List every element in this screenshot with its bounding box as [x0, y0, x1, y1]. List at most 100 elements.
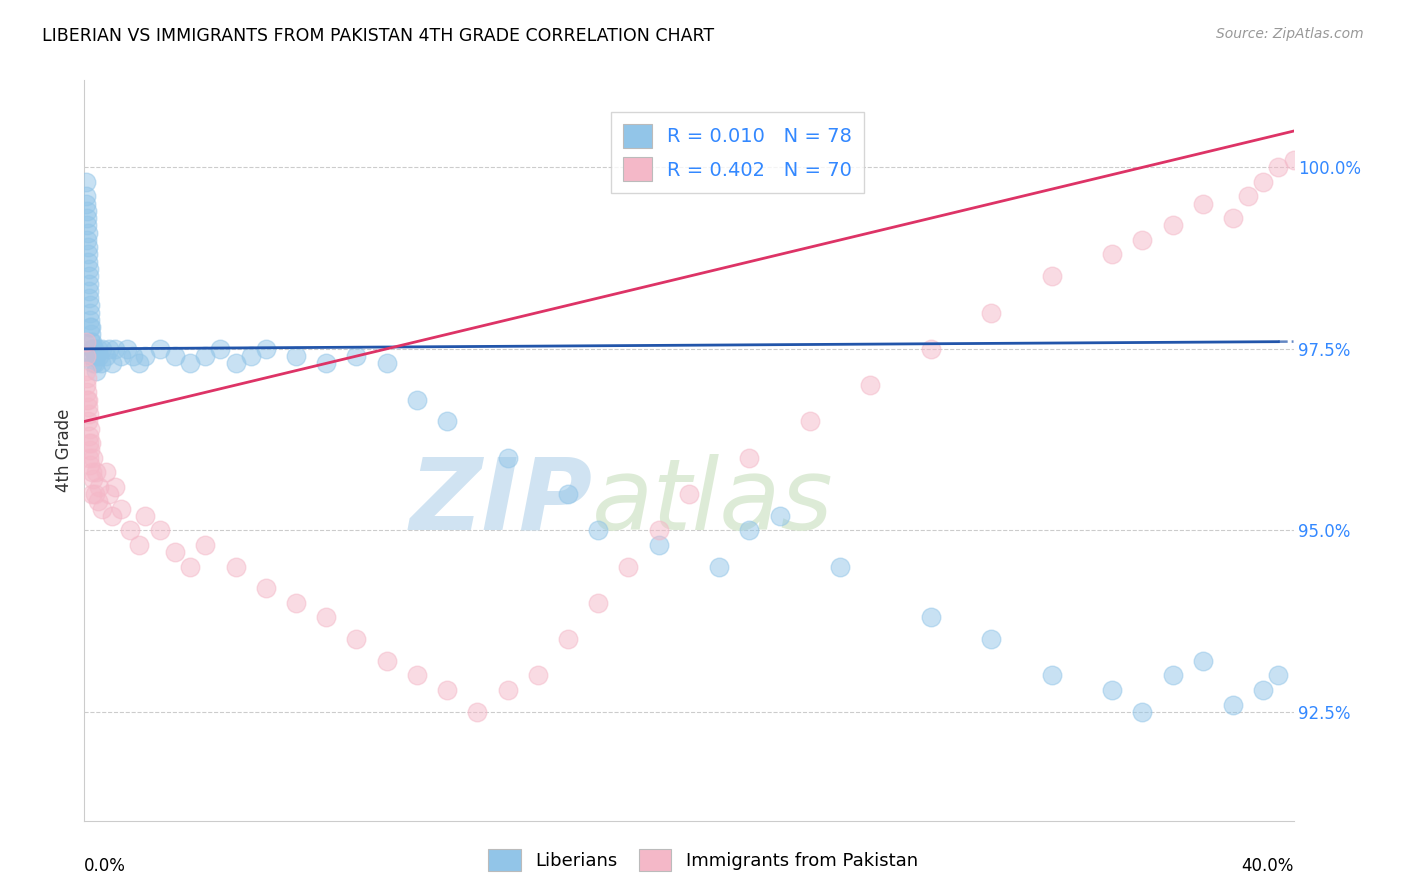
Point: [179, 559, 201, 574]
Point: [77, 407, 100, 421]
Point: [165, 349, 187, 363]
Point: [77, 277, 100, 291]
Point: [76, 371, 98, 385]
Point: [77, 262, 100, 277]
Point: [648, 538, 671, 552]
Y-axis label: 4th Grade: 4th Grade: [55, 409, 73, 492]
Point: [77, 240, 100, 254]
Point: [617, 559, 640, 574]
Point: [1101, 683, 1123, 698]
Point: [1222, 698, 1244, 712]
Point: [86, 363, 108, 377]
Point: [76, 233, 98, 247]
Point: [77, 284, 100, 298]
Point: [80, 327, 103, 342]
Point: [82, 349, 104, 363]
Point: [149, 342, 172, 356]
Point: [859, 378, 882, 392]
Point: [82, 473, 104, 487]
Point: [179, 356, 201, 370]
Point: [82, 349, 104, 363]
Point: [82, 487, 104, 501]
Point: [346, 632, 368, 647]
Point: [80, 342, 103, 356]
Point: [79, 305, 101, 319]
Point: [84, 487, 107, 501]
Point: [1237, 189, 1260, 203]
Point: [799, 414, 821, 428]
Point: [104, 480, 127, 494]
Point: [436, 683, 458, 698]
Point: [97, 487, 120, 501]
Point: [121, 349, 143, 363]
Point: [79, 458, 101, 472]
Point: [94, 349, 117, 363]
Point: [79, 443, 101, 458]
Point: [76, 378, 98, 392]
Point: [830, 559, 852, 574]
Point: [1253, 683, 1275, 698]
Point: [128, 356, 150, 370]
Legend: Liberians, Immigrants from Pakistan: Liberians, Immigrants from Pakistan: [481, 842, 925, 879]
Point: [1132, 233, 1154, 247]
Text: Source: ZipAtlas.com: Source: ZipAtlas.com: [1216, 27, 1364, 41]
Point: [1192, 196, 1215, 211]
Text: LIBERIAN VS IMMIGRANTS FROM PAKISTAN 4TH GRADE CORRELATION CHART: LIBERIAN VS IMMIGRANTS FROM PAKISTAN 4TH…: [42, 27, 714, 45]
Point: [1282, 153, 1305, 168]
Point: [76, 219, 98, 233]
Point: [80, 320, 103, 334]
Point: [406, 392, 429, 407]
Text: ZIP: ZIP: [409, 454, 592, 550]
Point: [738, 450, 761, 465]
Point: [1040, 269, 1063, 284]
Point: [79, 450, 101, 465]
Point: [77, 429, 100, 443]
Point: [496, 450, 519, 465]
Point: [79, 313, 101, 327]
Point: [1253, 175, 1275, 189]
Point: [406, 668, 429, 682]
Point: [90, 356, 112, 370]
Point: [557, 632, 579, 647]
Point: [1040, 668, 1063, 682]
Point: [79, 298, 101, 312]
Point: [118, 524, 141, 538]
Point: [165, 545, 187, 559]
Point: [76, 385, 98, 400]
Point: [588, 524, 610, 538]
Point: [97, 342, 120, 356]
Point: [254, 342, 277, 356]
Point: [91, 501, 114, 516]
Point: [194, 349, 217, 363]
Point: [648, 524, 671, 538]
Text: atlas: atlas: [592, 454, 834, 550]
Point: [557, 487, 579, 501]
Point: [83, 342, 105, 356]
Point: [1161, 668, 1184, 682]
Point: [769, 508, 792, 523]
Point: [254, 582, 277, 596]
Point: [87, 342, 110, 356]
Point: [82, 450, 104, 465]
Point: [80, 334, 103, 349]
Point: [104, 342, 127, 356]
Point: [1267, 161, 1289, 175]
Point: [110, 349, 132, 363]
Text: 0.0%: 0.0%: [84, 857, 127, 875]
Point: [115, 342, 138, 356]
Point: [239, 349, 262, 363]
Point: [588, 596, 610, 610]
Point: [82, 342, 104, 356]
Point: [225, 356, 247, 370]
Point: [77, 254, 100, 268]
Point: [100, 356, 122, 370]
Point: [920, 342, 942, 356]
Point: [76, 211, 98, 226]
Point: [100, 508, 122, 523]
Point: [1161, 219, 1184, 233]
Point: [285, 349, 308, 363]
Legend: R = 0.010   N = 78, R = 0.402   N = 70: R = 0.010 N = 78, R = 0.402 N = 70: [610, 112, 863, 193]
Point: [76, 203, 98, 218]
Point: [225, 559, 247, 574]
Point: [1101, 247, 1123, 261]
